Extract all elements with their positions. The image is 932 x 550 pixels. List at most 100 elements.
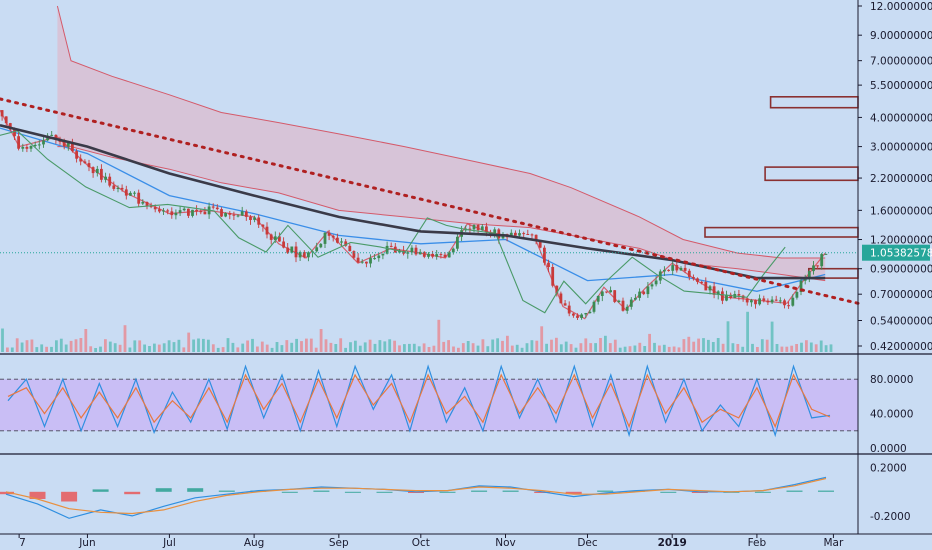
candle <box>795 290 799 300</box>
volume-bar <box>148 346 151 352</box>
candle <box>108 173 112 188</box>
volume-bar <box>202 338 205 352</box>
stochastic-tick-label: 0.0000 <box>870 443 907 455</box>
macd-histogram-bar <box>187 488 204 492</box>
candle <box>244 209 248 221</box>
volume-bar <box>69 340 73 352</box>
volume-bar <box>805 340 808 352</box>
candle <box>137 189 141 207</box>
volume-bar <box>305 338 308 352</box>
date-tick-label: Oct <box>412 537 430 549</box>
candle <box>17 131 20 151</box>
candle <box>596 295 600 305</box>
candle <box>712 281 716 299</box>
volume-bar <box>270 347 274 352</box>
candle <box>605 291 608 294</box>
candle <box>431 250 434 259</box>
candle <box>340 238 343 246</box>
candle <box>104 172 107 183</box>
candle <box>592 300 596 314</box>
volume-bar <box>471 343 475 352</box>
volume-bar <box>716 338 720 352</box>
macd-histogram-bar <box>155 488 172 492</box>
candle <box>360 259 364 264</box>
volume-bar <box>422 343 426 352</box>
candle <box>124 185 128 200</box>
macd-histogram-bar <box>597 490 614 492</box>
volume-bar <box>84 329 88 352</box>
volume-bar <box>187 332 191 352</box>
volume-bar <box>363 342 367 352</box>
volume-bar <box>579 343 583 352</box>
volume-bar <box>604 335 607 352</box>
candle <box>377 253 381 262</box>
price-tick-label: 1.60000000 <box>870 205 932 217</box>
macd-tick-label: 0.2000 <box>870 463 907 475</box>
candle <box>576 313 579 320</box>
candle <box>116 185 120 193</box>
volume-bar <box>89 346 93 352</box>
volume-bar <box>211 344 215 352</box>
volume-bar <box>349 342 352 352</box>
candle <box>650 282 654 290</box>
candle <box>406 250 410 259</box>
volume-bar <box>599 338 602 352</box>
macd-histogram-bar <box>344 491 361 493</box>
volume-bar <box>118 344 122 352</box>
volume-bar <box>653 342 656 352</box>
candle <box>228 211 232 220</box>
macd-histogram-bar <box>376 491 393 493</box>
volume-bar <box>231 342 235 352</box>
date-tick-label: Sep <box>329 537 349 549</box>
volume-bar <box>785 346 789 352</box>
candle <box>307 251 310 262</box>
volume-bar <box>177 339 181 352</box>
candle <box>758 294 761 306</box>
candle <box>79 154 83 166</box>
candle <box>261 224 265 232</box>
price-tick-label: 1.20000000 <box>870 235 932 247</box>
volume-bar <box>79 338 83 352</box>
volume-bar <box>373 343 377 352</box>
candle <box>803 274 807 285</box>
candle <box>456 232 459 252</box>
volume-bar <box>15 338 19 352</box>
volume-bar <box>10 347 14 352</box>
volume-bar <box>525 343 529 352</box>
candle <box>451 247 455 255</box>
candle <box>816 265 819 269</box>
candle <box>766 298 770 305</box>
volume-bar <box>113 343 117 352</box>
candle <box>253 215 256 223</box>
volume-bar <box>555 337 558 352</box>
volume-bar <box>104 339 107 352</box>
candle <box>71 138 74 153</box>
candle <box>762 295 766 303</box>
macd-histogram-bar <box>471 490 488 492</box>
volume-bar <box>153 343 156 352</box>
candle <box>700 280 704 285</box>
candle <box>704 277 708 291</box>
macd-pane[interactable] <box>0 476 834 519</box>
volume-bar <box>452 346 455 352</box>
candle <box>563 300 567 306</box>
candle <box>269 233 273 245</box>
candle <box>625 304 629 314</box>
price-tick-label: 2.20000000 <box>870 173 932 185</box>
volume-bar <box>510 345 514 352</box>
candle <box>696 277 699 285</box>
last-price-label-box <box>862 244 930 261</box>
volume-bar <box>520 347 524 352</box>
candle <box>331 234 335 242</box>
downtrend-line[interactable] <box>0 97 860 305</box>
candle <box>621 297 625 312</box>
candle <box>265 222 269 239</box>
candle <box>327 229 331 241</box>
candle <box>721 287 724 305</box>
stochastic-pane[interactable] <box>0 364 858 438</box>
price-pane[interactable] <box>0 0 860 352</box>
volume-bar <box>427 347 431 352</box>
price-tick-label: 0.42000000 <box>870 341 932 353</box>
